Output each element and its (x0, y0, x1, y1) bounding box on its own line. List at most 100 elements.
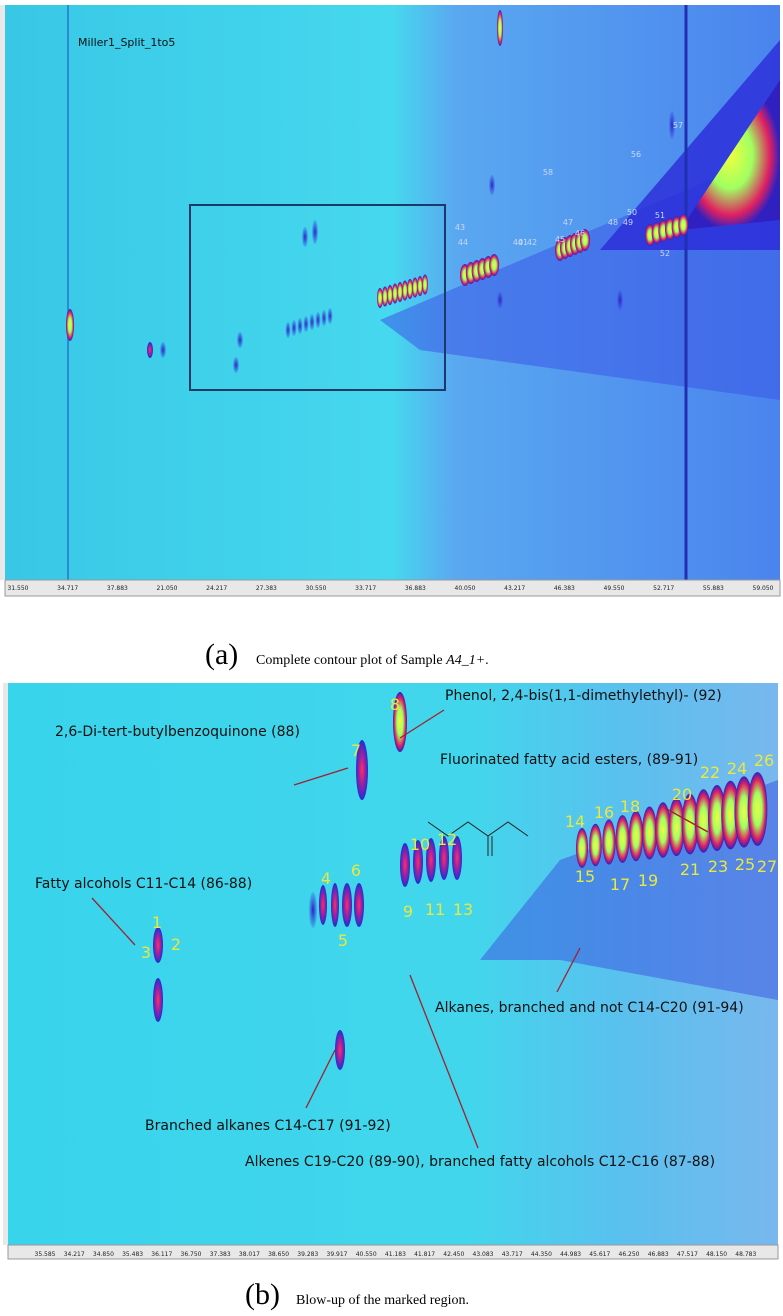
x-tick-label: 48.783 (735, 1251, 756, 1258)
blob (356, 740, 368, 800)
peaks-b (153, 692, 768, 1070)
blob (321, 310, 327, 326)
peak-label: 17 (610, 875, 630, 894)
x-tick-label: 43.717 (502, 1251, 523, 1258)
blob (312, 220, 318, 244)
blob (497, 10, 503, 46)
blob (681, 793, 699, 855)
caption: Blow-up of the marked region. (296, 1293, 469, 1308)
peak-label: 47 (563, 218, 573, 227)
peak-label: 49 (623, 218, 633, 227)
peak-label: 20 (672, 785, 692, 804)
blob (291, 320, 297, 336)
peak-label: 26 (754, 751, 774, 770)
x-tick-label: 38.017 (239, 1251, 260, 1258)
x-tick-label: 49.550 (604, 585, 625, 592)
blob (400, 843, 410, 887)
blob (452, 836, 462, 880)
x-tick-label: 41.183 (385, 1251, 406, 1258)
blob (678, 214, 689, 236)
blob (153, 978, 163, 1022)
peak-label: 12 (437, 830, 457, 849)
blob (747, 772, 768, 846)
annotation: Fluorinated fatty acid esters, (89-91) (440, 752, 698, 768)
x-tick-label: 34.717 (57, 585, 78, 592)
blob (303, 316, 309, 332)
x-tick-label: 43.217 (504, 585, 525, 592)
peak-label: 41 (518, 238, 528, 247)
x-tick-label: 39.283 (297, 1251, 318, 1258)
blob (589, 823, 602, 867)
x-tick-label: 48.150 (706, 1251, 727, 1258)
peak-label: 14 (565, 812, 585, 831)
x-tick-label: 46.383 (554, 585, 575, 592)
annotation: Phenol, 2,4-bis(1,1-dimethylethyl)- (92) (445, 688, 722, 704)
peak-label: 40 (513, 238, 523, 247)
blob (382, 286, 388, 307)
blob (615, 815, 630, 863)
blob (392, 283, 398, 304)
peak-label: 15 (575, 867, 595, 886)
y-axis-b (3, 683, 8, 1245)
blob (387, 285, 393, 305)
caption-end: . (485, 653, 489, 668)
x-tick-label: 46.883 (648, 1251, 669, 1258)
annotation: Fatty alcohols C11-C14 (86-88) (35, 876, 252, 892)
peak-label: 4 (321, 869, 331, 888)
peak-label: 5 (338, 931, 348, 950)
peak-label: 52 (660, 249, 670, 258)
annotation: Branched alkanes C14-C17 (91-92) (145, 1118, 391, 1134)
x-tick-label: 35.483 (122, 1251, 143, 1258)
x-tick-label: 40.550 (356, 1251, 377, 1258)
peak-label: 18 (620, 797, 640, 816)
peak-label: 58 (543, 168, 553, 177)
x-tick-label: 59.050 (753, 585, 774, 592)
peak-label: 6 (351, 861, 361, 880)
x-tick-label: 35.585 (35, 1251, 56, 1258)
x-tick-label: 44.350 (531, 1251, 552, 1258)
blob (354, 883, 364, 927)
blob (309, 314, 315, 330)
peak-label: 2 (171, 935, 181, 954)
peak-label: 57 (673, 121, 683, 130)
peak-label: 1 (152, 913, 162, 932)
blob (489, 254, 500, 276)
blob (602, 819, 616, 865)
x-tick-label: 34.850 (93, 1251, 114, 1258)
peak-label: 43 (455, 223, 465, 232)
peak-label: 51 (655, 211, 665, 220)
x-tick-label: 38.650 (268, 1251, 289, 1258)
x-tick-label: 36.883 (405, 585, 426, 592)
caption-letter: (b) (245, 1278, 280, 1311)
annotation: Alkenes C19-C20 (89-90), branched fatty … (245, 1154, 715, 1170)
blob (331, 883, 339, 927)
peak-label: 45 (555, 235, 565, 244)
x-tick-label: 27.383 (256, 585, 277, 592)
blob (669, 111, 675, 139)
blob (655, 802, 671, 858)
x-tick-label: 41.817 (414, 1251, 435, 1258)
blob (309, 892, 317, 928)
arrows (91, 709, 709, 1149)
x-tick-label: 37.883 (107, 585, 128, 592)
x-axis-b (7, 1244, 779, 1260)
blob (285, 322, 291, 338)
x-tick-label: 40.050 (455, 585, 476, 592)
blob (580, 229, 590, 251)
x-tick-label: 36.750 (181, 1251, 202, 1258)
blob (233, 357, 239, 373)
blob (377, 288, 383, 308)
caption-text: Complete contour plot of Sample (256, 653, 446, 668)
peaks-a (66, 10, 689, 373)
blob (147, 342, 153, 358)
peak-label: 24 (727, 759, 747, 778)
blob (237, 332, 243, 348)
blob (617, 290, 623, 310)
peak-label: 50 (627, 208, 637, 217)
blob (342, 883, 352, 927)
peak-label: 46 (575, 229, 585, 238)
x-tick-label: 21.050 (157, 585, 178, 592)
peak-label: 21 (680, 860, 700, 879)
x-tick-label: 52.717 (653, 585, 674, 592)
